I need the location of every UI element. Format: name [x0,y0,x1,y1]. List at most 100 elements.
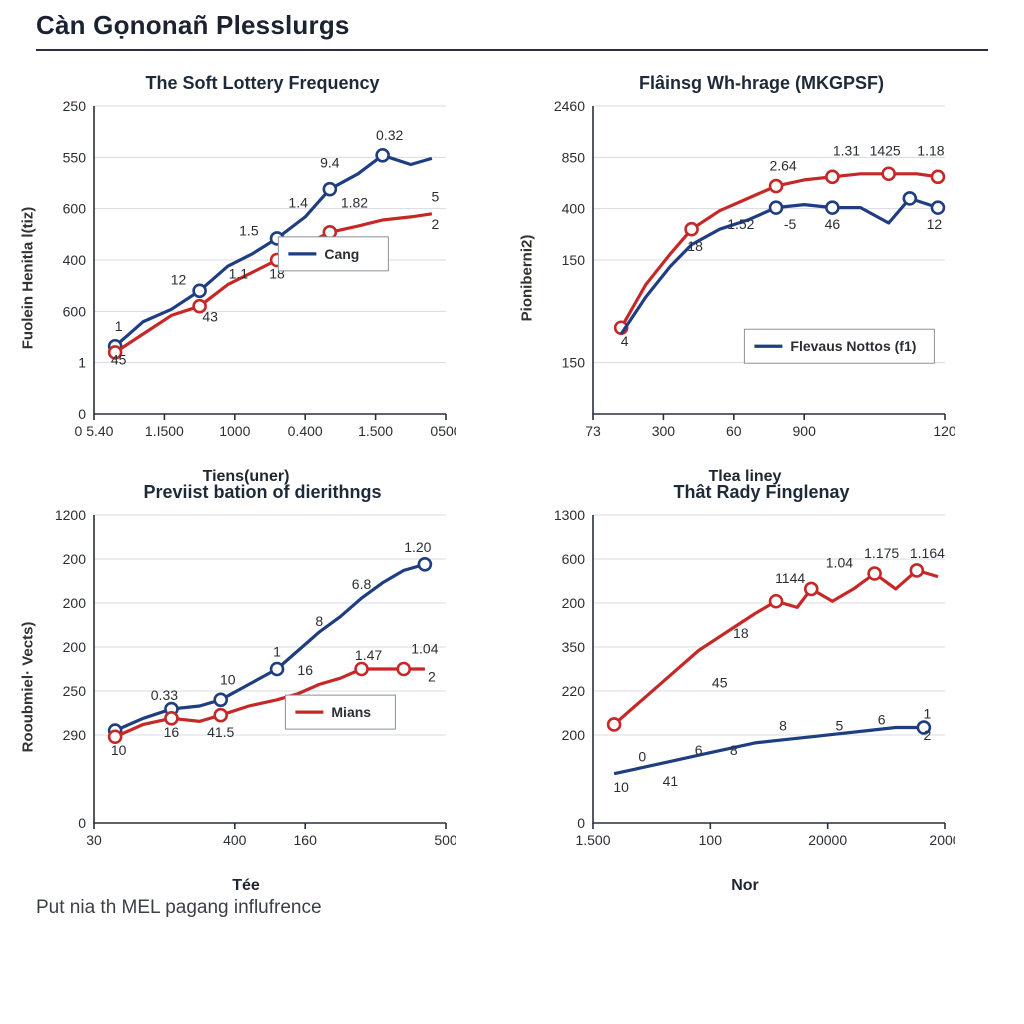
x-tick-label: 1.500 [575,832,610,848]
series-marker [770,595,782,607]
series-marker [770,202,782,214]
data-annotation: 1.82 [341,195,368,211]
data-annotation: 8 [315,613,323,629]
data-annotation: 1.4 [288,195,308,211]
x-tick-label: 0 5.40 [75,423,114,439]
data-annotation: 16 [164,724,180,740]
data-annotation: 8 [779,718,787,734]
data-annotation: 1144 [775,570,805,586]
title-rule [36,49,988,51]
series-marker [869,568,881,580]
plot-area: Nor020022035020060013001.500100200002000… [535,507,955,867]
data-annotation: 1.18 [917,142,944,158]
data-annotation: 6 [878,711,886,727]
series-marker [215,709,227,721]
data-annotation: 10 [220,671,236,687]
data-annotation: 41.5 [207,724,234,740]
svg-text:Cang: Cang [324,246,359,262]
y-tick-label: 0 [78,406,86,422]
y-tick-label: 200 [63,551,87,567]
series-marker [932,171,944,183]
footnote-text: Put nia th MEL pagang influfrence [36,897,988,919]
y-tick-label: 1200 [55,507,86,523]
data-annotation: 2.64 [769,158,796,174]
data-annotation: 41 [663,773,679,789]
data-annotation: 9.4 [320,155,340,171]
y-tick-label: 250 [63,683,87,699]
svg-text:Mians: Mians [331,704,371,720]
series-marker [377,149,389,161]
y-tick-label: 250 [63,98,87,114]
chart-title: Previist bation of dierithngs [36,482,489,503]
data-annotation: 1.164 [910,545,945,561]
data-annotation: 1.04 [826,554,853,570]
x-tick-label: 0500 [430,423,456,439]
page-root: Càn Gọnonañ Plesslurgs The Soft Lottery … [0,0,1024,1024]
x-tick-label: 60 [726,423,742,439]
series-marker [356,663,368,675]
series-marker [109,731,121,743]
data-annotation: 16 [297,662,313,678]
y-tick-label: 150 [562,355,586,371]
data-annotation: 0.33 [151,687,178,703]
data-annotation: 12 [171,272,187,288]
series-marker [398,663,410,675]
series-marker [904,192,916,204]
chart-title: The Soft Lottery Frequency [36,73,489,94]
data-annotation: 1 [115,318,123,334]
data-annotation: 2 [428,668,436,684]
data-annotation: 1425 [870,142,901,158]
data-annotation: 45 [111,352,127,368]
data-annotation: 1.31 [833,142,860,158]
chart-d: Thât Rady FinglenayNor020022035020060013… [535,478,988,867]
plot-area: Rooubmiel· Vects)Tée02902502002002001200… [36,507,456,867]
series-marker [215,694,227,706]
series-marker [826,202,838,214]
y-tick-label: 0 [78,815,86,831]
legend: Flevaus Nottos (f1) [744,329,934,363]
data-annotation: 10 [613,779,629,795]
data-annotation: 1 [273,644,281,660]
series-line [621,174,938,328]
chart-svg: 0290250200200200120030400160500100.33164… [36,507,456,867]
chart-title: Flâinsg Wh-hrage (MKGPSF) [535,73,988,94]
data-annotation: 5 [836,718,844,734]
data-annotation: 1.04 [411,641,438,657]
y-axis-label: Fuolein Henitla l(tiz) [20,207,37,350]
x-tick-label: 500 [434,832,456,848]
data-annotation: 1.20 [404,539,431,555]
series-marker [194,285,206,297]
data-annotation: 0 [638,748,646,764]
series-marker [419,558,431,570]
legend: Mians [285,695,395,729]
data-annotation: 1.1 [229,265,249,281]
chart-a: The Soft Lottery FrequencyFuolein Henitl… [36,69,489,458]
data-annotation: 18 [733,625,749,641]
data-annotation: 1.47 [355,647,382,663]
x-tick-label: 2000 [929,832,955,848]
data-annotation: 0.32 [376,127,403,143]
x-tick-label: 100 [699,832,723,848]
y-tick-label: 400 [63,252,87,268]
x-axis-label: Tée [36,877,456,895]
chart-svg: 020022035020060013001.500100200002000100… [535,507,955,867]
y-tick-label: 850 [562,149,586,165]
x-tick-label: 160 [294,832,318,848]
data-annotation: 2 [924,727,932,743]
y-tick-label: 200 [63,639,87,655]
data-annotation: 10 [111,742,127,758]
data-annotation: 43 [202,309,218,325]
chart-b: Flâinsg Wh-hrage (MKGPSF)Pioniberni2)Tle… [535,69,988,458]
y-tick-label: 200 [63,595,87,611]
legend: Cang [278,237,388,271]
data-annotation: -5 [784,216,797,232]
y-axis-label: Rooubmiel· Vects) [20,622,37,753]
y-tick-label: 600 [63,303,87,319]
data-annotation: 18 [687,238,703,254]
x-tick-label: 73 [585,423,601,439]
x-tick-label: 900 [793,423,817,439]
data-annotation: 1.52 [727,216,754,232]
chart-svg: 150150400850246073300609001204181.52-546… [535,98,955,458]
y-tick-label: 550 [63,149,87,165]
x-tick-label: 1.I500 [145,423,184,439]
